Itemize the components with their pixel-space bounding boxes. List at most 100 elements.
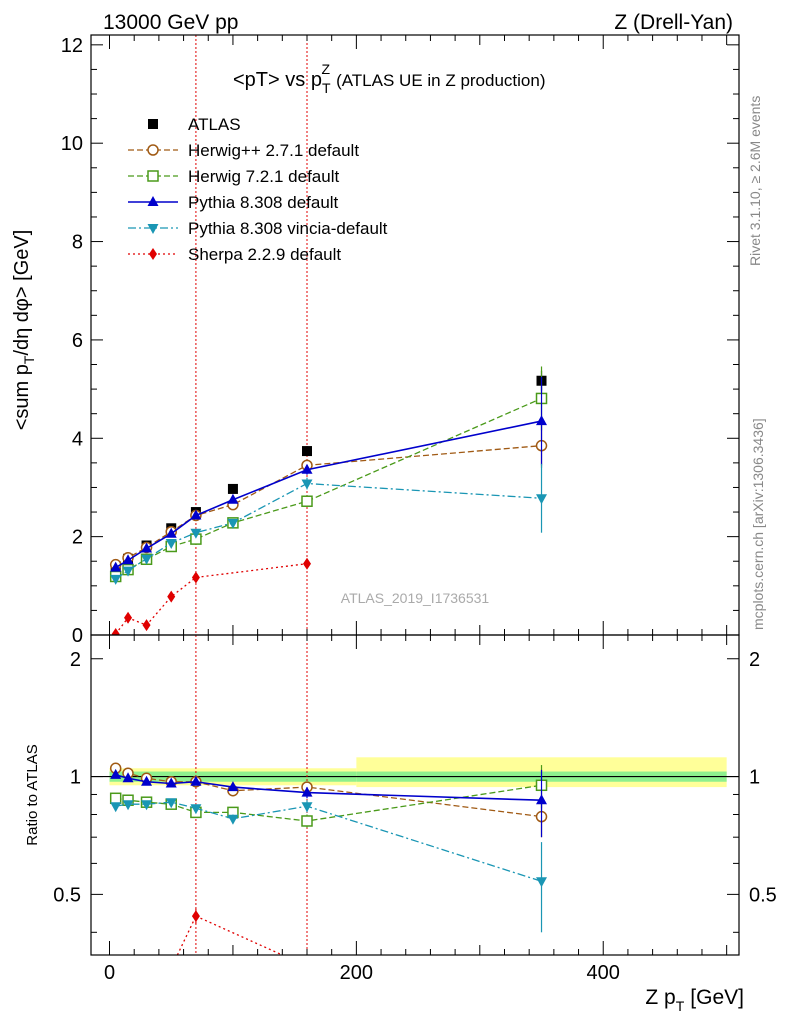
top-ytick-label-0: 0 — [72, 625, 83, 647]
ratio-point-pythia_vincia-1 — [122, 800, 134, 811]
xtick-label-400: 400 — [587, 962, 620, 984]
xtick-label-200: 200 — [340, 962, 373, 984]
ratio-point-pythia_vincia-0 — [110, 802, 122, 813]
top-ytick-label-10: 10 — [61, 133, 83, 155]
top-ylabel-b: /dη dφ> [GeV] — [11, 230, 33, 356]
top-series-sherpa — [111, 557, 311, 635]
top-line-herwig271 — [115, 445, 542, 566]
top-point-pythia_default-6 — [301, 463, 313, 474]
top-point-pythia_vincia-4 — [190, 528, 202, 539]
ratio-point-pythia_default-0 — [110, 768, 122, 779]
legend-item-pythia_default: Pythia 8.308 default — [128, 193, 339, 212]
legend-item-sherpa: Sherpa 2.2.9 default — [128, 245, 341, 264]
top-point-pythia_vincia-1 — [122, 566, 134, 577]
legend-label-pythia_vincia: Pythia 8.308 vincia-default — [188, 219, 388, 238]
top-point-sherpa-3 — [167, 590, 176, 603]
top-point-pythia_default-5 — [227, 493, 239, 504]
x-axis-label-b: [GeV] — [690, 986, 744, 1009]
top-point-herwig721-6 — [301, 495, 313, 507]
legend-item-herwig721: Herwig 7.2.1 default — [128, 167, 339, 186]
top-series-herwig721 — [109, 366, 548, 583]
plot-title-sup: Z — [322, 61, 331, 77]
ratio-ytick-label-right-1: 1 — [749, 767, 760, 789]
top-series-pythia_vincia — [110, 463, 548, 585]
ratio-series-sherpa — [176, 908, 283, 955]
x-axis-label: Z pT [GeV] — [645, 986, 744, 1014]
ratio-point-pythia_vincia-3 — [165, 798, 177, 809]
top-series-layer — [109, 366, 548, 635]
top-point-ATLAS-5 — [227, 483, 238, 494]
plot-title-rest: (ATLAS UE in Z production) — [336, 71, 545, 90]
plot-title-main: <pT> vs p — [233, 69, 322, 91]
ratio-ytick-label-right-0.5: 0.5 — [749, 884, 777, 906]
top-point-pythia_vincia-7 — [536, 494, 548, 505]
legend-label-pythia_default: Pythia 8.308 default — [188, 193, 339, 212]
ratio-point-pythia_vincia-2 — [141, 800, 153, 811]
legend-label-sherpa: Sherpa 2.2.9 default — [188, 245, 341, 264]
legend-marker-pythia_vincia — [147, 224, 159, 234]
top-ytick-label-2: 2 — [72, 527, 83, 549]
ratio-point-pythia_default-1 — [122, 772, 134, 783]
ratio-point-pythia_default-4 — [190, 775, 202, 786]
ratio-point-sherpa-0 — [191, 910, 200, 923]
top-series-pythia_default — [110, 376, 548, 572]
top-point-pythia_vincia-2 — [141, 554, 153, 565]
top-point-pythia_default-2 — [141, 542, 153, 553]
legend-marker-ATLAS — [148, 119, 158, 129]
ratio-line-pythia_vincia — [115, 801, 542, 882]
ratio-series-pythia_vincia — [110, 798, 548, 933]
ratio-point-herwig721-0 — [109, 792, 122, 805]
top-ylabel-a: <sum p — [11, 364, 33, 430]
bottom-ylabel: Ratio to ATLAS — [24, 744, 41, 845]
header-right: Z (Drell-Yan) — [614, 11, 733, 34]
top-point-pythia_vincia-0 — [110, 574, 122, 585]
top-ytick-label-8: 8 — [72, 232, 83, 254]
xtick-label-0: 0 — [104, 962, 115, 984]
legend-marker-herwig271 — [147, 144, 159, 156]
top-line-pythia_default — [115, 420, 542, 569]
watermark: ATLAS_2019_I1736531 — [341, 590, 490, 606]
legend: ATLAS Herwig++ 2.7.1 default Herwig 7.2.1 … — [128, 115, 388, 264]
top-ylabel: <sum pT/dη dφ> [GeV] — [11, 230, 37, 431]
legend-label-ATLAS: ATLAS — [188, 115, 241, 134]
top-point-sherpa-5 — [303, 557, 311, 570]
top-ytick-label-6: 6 — [72, 330, 83, 352]
ratio-ytick-label-left-0.5: 0.5 — [53, 884, 81, 906]
legend-marker-sherpa — [149, 248, 157, 260]
legend-label-herwig721: Herwig 7.2.1 default — [188, 167, 339, 186]
top-point-sherpa-1 — [124, 611, 133, 624]
top-point-sherpa-4 — [191, 571, 200, 584]
ratio-line-herwig721 — [115, 784, 542, 822]
ratio-point-herwig721-6 — [301, 815, 313, 827]
ratio-line-segment-sherpa-1 — [195, 915, 283, 955]
legend-marker-herwig721 — [147, 170, 159, 182]
ratio-point-pythia_default-5 — [227, 781, 239, 792]
legend-item-ATLAS: ATLAS — [148, 115, 241, 134]
plot-title: <pT> vs pTZ (ATLAS UE in Z production) — [233, 61, 546, 96]
top-point-pythia_default-4 — [190, 509, 202, 520]
vertical-lines-layer — [195, 35, 308, 955]
ratio-line-herwig271 — [115, 767, 542, 818]
top-line-herwig721 — [115, 397, 542, 578]
legend-label-herwig271: Herwig++ 2.7.1 default — [188, 141, 359, 160]
top-point-pythia_default-7 — [536, 415, 548, 426]
top-point-sherpa-2 — [142, 619, 151, 632]
ratio-point-pythia_vincia-4 — [190, 804, 202, 815]
top-ylabel-sub: T — [21, 355, 37, 364]
top-point-pythia_default-0 — [110, 561, 122, 572]
header-left: 13000 GeV pp — [103, 11, 238, 34]
ratio-series-pythia_default — [110, 768, 548, 838]
ratio-point-pythia_default-3 — [165, 777, 177, 788]
ratio-point-pythia_vincia-5 — [227, 814, 239, 825]
ratio-point-pythia_default-7 — [536, 794, 548, 805]
ratio-line-segment-sherpa-0 — [176, 915, 197, 955]
ratio-ytick-label-right-2: 2 — [749, 649, 760, 671]
legend-marker-pythia_default — [147, 196, 159, 206]
top-point-pythia_default-1 — [122, 554, 134, 565]
rivet-label: Rivet 3.1.10, ≥ 2.6M events — [747, 96, 763, 266]
x-axis-label-sub: T — [676, 998, 685, 1014]
ratio-point-pythia_vincia-6 — [301, 802, 313, 813]
